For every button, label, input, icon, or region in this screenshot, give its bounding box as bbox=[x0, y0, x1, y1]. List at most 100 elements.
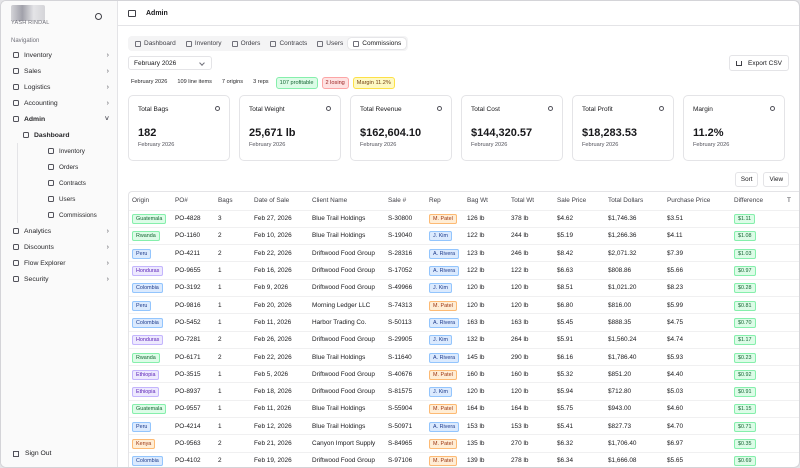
nav-item[interactable]: Inventory bbox=[18, 143, 113, 159]
chevron: › bbox=[106, 227, 109, 235]
cell-pill: $0.91 bbox=[734, 387, 756, 398]
column-header[interactable]: Total Wt bbox=[508, 192, 554, 211]
table-cell: Feb 10, 2026 bbox=[251, 227, 309, 246]
sidebar: YASH RINDAL Navigation Inventory › Sales › L… bbox=[1, 1, 118, 467]
cell-pill: J. Kim bbox=[429, 283, 452, 294]
table-cell: $5.66 bbox=[664, 261, 731, 280]
tab-label: Inventory bbox=[194, 40, 222, 47]
column-header[interactable]: Client Name bbox=[309, 192, 385, 211]
nav-item[interactable]: Flow Explorer › bbox=[7, 255, 113, 271]
table-cell: S-81575 bbox=[385, 382, 426, 401]
column-header[interactable]: Difference bbox=[731, 192, 784, 211]
column-header[interactable]: Date of Sale bbox=[251, 192, 309, 211]
table-cell: $1,666.08 bbox=[605, 452, 664, 467]
table-cell: A. Rivera bbox=[426, 348, 464, 367]
table-cell: 164 lb bbox=[464, 400, 508, 419]
column-header[interactable]: Bags bbox=[215, 192, 251, 211]
table-cell: Driftwood Food Group bbox=[309, 279, 385, 297]
table-cell: Peru bbox=[129, 244, 172, 263]
tabs: Dashboard Inventory Orders Contracts Users Co… bbox=[128, 36, 409, 51]
table-cell: $943.00 bbox=[605, 400, 664, 419]
nav-label: Contracts bbox=[59, 179, 86, 187]
column-header[interactable]: Sale # bbox=[385, 192, 426, 211]
sign-out[interactable]: Sign Out bbox=[13, 450, 51, 457]
table-cell: $0.28 bbox=[731, 279, 784, 297]
table-cell: M. Patel bbox=[426, 434, 464, 453]
nav-item[interactable]: Admin ˅ bbox=[7, 111, 113, 127]
table-cell: 1 bbox=[215, 313, 251, 332]
column-header[interactable]: PO# bbox=[172, 192, 215, 211]
table-cell: Rwanda bbox=[129, 348, 172, 367]
export-button[interactable]: Export CSV bbox=[729, 55, 789, 71]
tab-label: Dashboard bbox=[144, 40, 176, 47]
tab[interactable]: Dashboard bbox=[130, 38, 181, 49]
tab[interactable]: Commissions bbox=[348, 38, 407, 49]
table-cell: Feb 22, 2026 bbox=[251, 244, 309, 263]
nav-item[interactable]: Logistics › bbox=[7, 79, 113, 95]
period-select[interactable]: February 2026 bbox=[128, 56, 212, 70]
column-header[interactable]: Bag Wt bbox=[464, 192, 508, 211]
table-cell: PO-4214 bbox=[172, 417, 215, 436]
tab[interactable]: Users bbox=[312, 38, 348, 49]
column-header[interactable]: Sale Price bbox=[554, 192, 605, 211]
nav-item[interactable]: Analytics › bbox=[7, 223, 113, 239]
table-cell: $5.75 bbox=[554, 400, 605, 419]
table-cell: S-29905 bbox=[385, 331, 426, 349]
stat-card: Total Bags 182 February 2026 bbox=[128, 95, 230, 161]
tab-label: Orders bbox=[240, 40, 261, 47]
table-row: Colombia PO-5452 1 Feb 11, 2026 Harbor Tradi… bbox=[129, 313, 799, 332]
nav-item[interactable]: Orders bbox=[18, 159, 113, 175]
table-cell: M. Patel bbox=[426, 296, 464, 315]
table-cell: 135 lb bbox=[464, 434, 508, 453]
column-header[interactable]: Rep bbox=[426, 192, 464, 211]
table-action[interactable]: Sort bbox=[734, 172, 759, 187]
tab[interactable]: Inventory bbox=[181, 38, 227, 49]
card-value: 182 bbox=[138, 127, 157, 139]
nav-item[interactable]: Users bbox=[18, 191, 113, 207]
tab[interactable]: Contracts bbox=[265, 38, 312, 49]
table-cell: Feb 11, 2026 bbox=[251, 313, 309, 332]
column-header[interactable]: Total Dollars bbox=[605, 192, 664, 211]
table-cell: J. Kim bbox=[426, 331, 464, 349]
chevron: › bbox=[106, 243, 109, 251]
nav-item[interactable]: Commissions bbox=[18, 207, 113, 223]
top-bar: Admin bbox=[118, 1, 799, 26]
column-header[interactable]: Purchase Price bbox=[664, 192, 731, 211]
sidebar-toggle[interactable] bbox=[128, 9, 136, 17]
card-icon bbox=[437, 106, 442, 111]
table-cell: 153 lb bbox=[508, 417, 554, 436]
table-cell: S-40676 bbox=[385, 365, 426, 384]
card-title: Total Revenue bbox=[360, 106, 402, 113]
nav-item[interactable]: Contracts bbox=[18, 175, 113, 191]
table-cell: Feb 22, 2026 bbox=[251, 348, 309, 367]
export-label: Export CSV bbox=[748, 59, 782, 67]
nav-item[interactable]: Accounting › bbox=[7, 95, 113, 111]
table-row: Rwanda PO-6171 2 Feb 22, 2026 Blue Trail Hol… bbox=[129, 348, 799, 367]
table-cell: 122 lb bbox=[464, 261, 508, 280]
nav-item[interactable]: Sales › bbox=[7, 63, 113, 79]
nav-item[interactable]: Security › bbox=[7, 271, 113, 287]
nav-label: Inventory bbox=[24, 51, 52, 59]
table-cell: Driftwood Food Group bbox=[309, 244, 385, 263]
table-cell: $4.11 bbox=[664, 227, 731, 246]
nav-icon bbox=[13, 52, 19, 58]
table-cell: 139 lb bbox=[464, 452, 508, 467]
table-cell: 160 lb bbox=[464, 365, 508, 384]
nav-item[interactable]: Discounts › bbox=[7, 239, 113, 255]
nav-item[interactable]: Dashboard bbox=[7, 127, 113, 143]
column-header[interactable]: T bbox=[784, 192, 799, 211]
table-cell: Colombia bbox=[129, 452, 172, 467]
theme-toggle[interactable] bbox=[95, 13, 102, 20]
table-cell: Driftwood Food Group bbox=[309, 452, 385, 467]
table-cell: 2 bbox=[215, 227, 251, 246]
nav-item[interactable]: Inventory › bbox=[7, 47, 113, 63]
table-cell: $8.51 bbox=[554, 279, 605, 297]
tab[interactable]: Orders bbox=[227, 38, 266, 49]
column-header[interactable]: Origin bbox=[129, 192, 172, 211]
cell-pill: $0.97 bbox=[734, 266, 756, 277]
table-cell: S-97106 bbox=[385, 452, 426, 467]
table-cell: PO-1160 bbox=[172, 227, 215, 246]
table-cell: A. Rivera bbox=[426, 417, 464, 436]
table-action[interactable]: View bbox=[763, 172, 789, 187]
table-cell: S-74313 bbox=[385, 296, 426, 315]
